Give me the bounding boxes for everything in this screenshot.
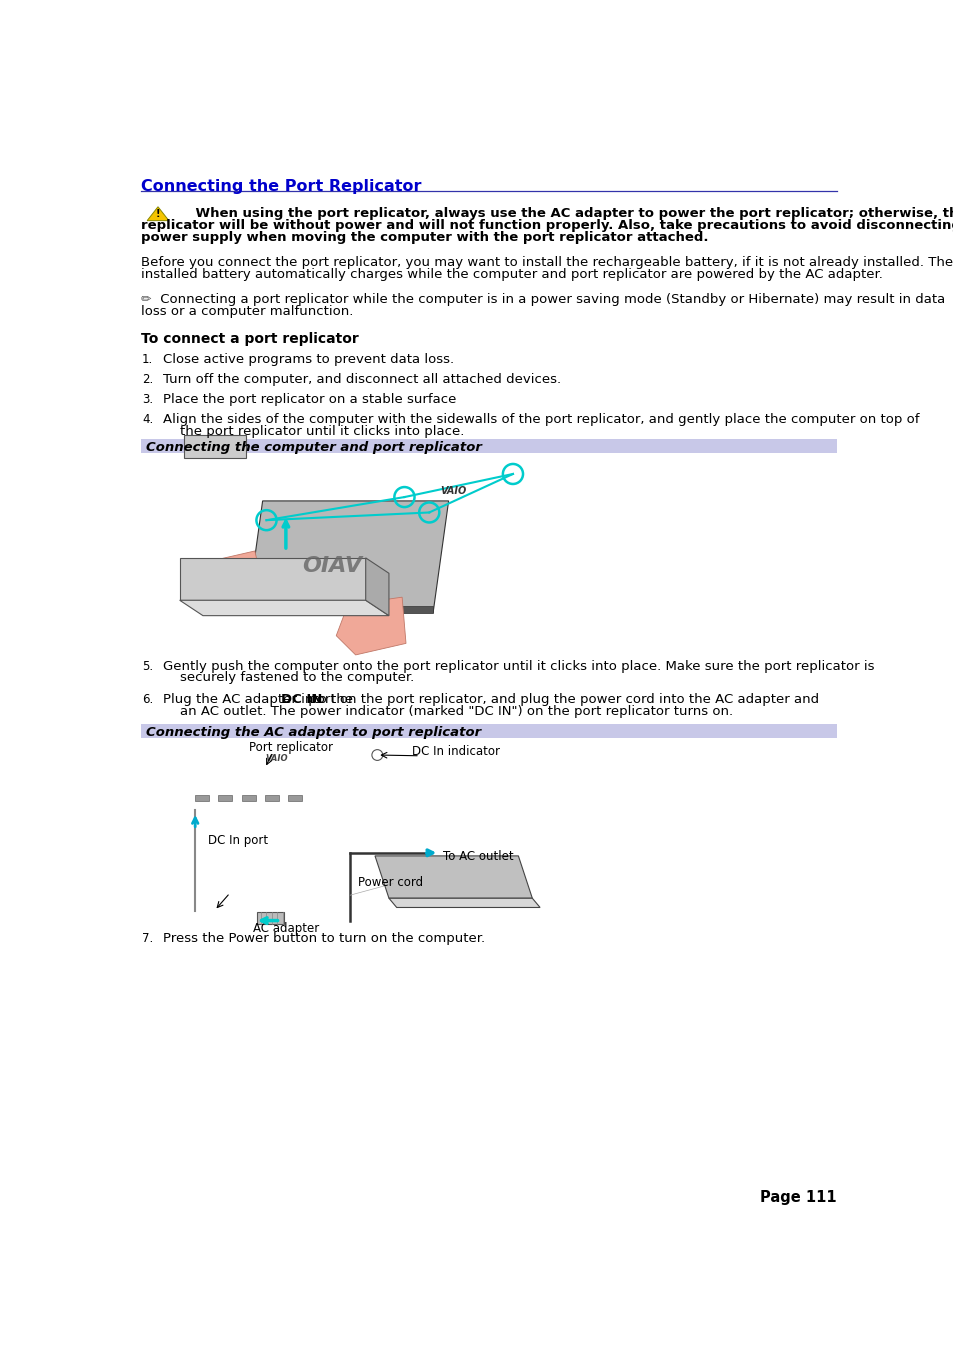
Text: To connect a port replicator: To connect a port replicator (141, 331, 358, 346)
Polygon shape (193, 551, 262, 605)
Polygon shape (183, 435, 245, 458)
Polygon shape (147, 207, 169, 220)
Text: Gently push the computer onto the port replicator until it clicks into place. Ma: Gently push the computer onto the port r… (162, 659, 873, 673)
Polygon shape (375, 857, 532, 898)
Text: AC adapter: AC adapter (253, 923, 319, 935)
Text: installed battery automatically charges while the computer and port replicator a: installed battery automatically charges … (141, 269, 882, 281)
Text: DC In port: DC In port (208, 834, 268, 847)
Text: Connecting a port replicator while the computer is in a power saving mode (Stand: Connecting a port replicator while the c… (156, 293, 944, 307)
Text: Page 111: Page 111 (760, 1190, 836, 1205)
Text: 1.: 1. (142, 353, 153, 366)
Polygon shape (247, 501, 448, 612)
Bar (288, 794, 302, 801)
Polygon shape (335, 597, 406, 655)
Polygon shape (247, 607, 433, 612)
Text: ✏: ✏ (141, 293, 152, 307)
Text: Connecting the computer and port replicator: Connecting the computer and port replica… (146, 440, 481, 454)
Polygon shape (179, 600, 389, 616)
Text: 5.: 5. (142, 659, 153, 673)
Text: Press the Power button to turn on the computer.: Press the Power button to turn on the co… (162, 932, 484, 946)
Text: Align the sides of the computer with the sidewalls of the port replicator, and g: Align the sides of the computer with the… (162, 413, 918, 426)
Bar (265, 794, 278, 801)
Bar (241, 794, 255, 801)
Text: 3.: 3. (142, 393, 153, 407)
Text: 4.: 4. (142, 413, 153, 426)
Polygon shape (389, 898, 539, 908)
Text: To AC outlet: To AC outlet (443, 851, 514, 863)
Text: Turn off the computer, and disconnect all attached devices.: Turn off the computer, and disconnect al… (162, 373, 560, 386)
Text: Power cord: Power cord (357, 875, 422, 889)
Polygon shape (179, 558, 365, 600)
Text: 7.: 7. (142, 932, 153, 946)
Text: Connecting the Port Replicator: Connecting the Port Replicator (141, 180, 421, 195)
Text: DC In indicator: DC In indicator (412, 744, 499, 758)
Text: Close active programs to prevent data loss.: Close active programs to prevent data lo… (162, 353, 454, 366)
Text: the port replicator until it clicks into place.: the port replicator until it clicks into… (162, 424, 463, 438)
Text: Before you connect the port replicator, you may want to install the rechargeable: Before you connect the port replicator, … (141, 257, 952, 269)
Bar (141, 439, 836, 453)
Bar (257, 912, 284, 924)
Text: Port replicator: Port replicator (249, 742, 334, 754)
Text: port on the port replicator, and plug the power cord into the AC adapter and: port on the port replicator, and plug th… (304, 693, 819, 707)
Text: OIAV: OIAV (302, 557, 362, 577)
Text: loss or a computer malfunction.: loss or a computer malfunction. (141, 305, 353, 319)
Text: Connecting the AC adapter to port replicator: Connecting the AC adapter to port replic… (146, 725, 480, 739)
Text: VAIO: VAIO (439, 486, 466, 496)
Text: securely fastened to the computer.: securely fastened to the computer. (162, 671, 414, 684)
Bar (195, 794, 209, 801)
Text: 2.: 2. (142, 373, 153, 386)
Text: Plug the AC adapter into the: Plug the AC adapter into the (162, 693, 356, 707)
Polygon shape (365, 558, 389, 616)
Text: Place the port replicator on a stable surface: Place the port replicator on a stable su… (162, 393, 456, 407)
Text: replicator will be without power and will not function properly. Also, take prec: replicator will be without power and wil… (141, 219, 953, 232)
Text: !: ! (155, 209, 160, 219)
Text: power supply when moving the computer with the port replicator attached.: power supply when moving the computer wi… (141, 231, 708, 245)
Text: DC IN: DC IN (281, 693, 322, 707)
Bar (141, 724, 836, 738)
Text: an AC outlet. The power indicator (marked "DC IN") on the port replicator turns : an AC outlet. The power indicator (marke… (162, 705, 732, 717)
Text: VAIO: VAIO (265, 754, 288, 762)
Text: When using the port replicator, always use the AC adapter to power the port repl: When using the port replicator, always u… (176, 207, 953, 220)
Text: 6.: 6. (142, 693, 153, 707)
Bar (218, 794, 233, 801)
